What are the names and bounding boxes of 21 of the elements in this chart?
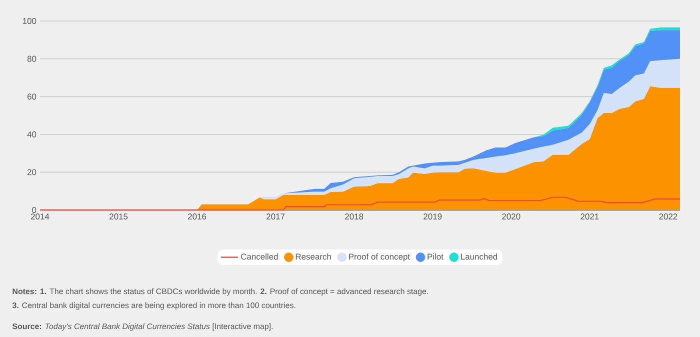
y-tick-label: 60: [28, 94, 36, 100]
y-tick-label: 80: [27, 56, 36, 62]
legend-label: Proof of concept: [349, 253, 410, 262]
x-tick-label: 2018: [345, 214, 364, 220]
x-tick-label: 2014: [31, 214, 50, 220]
y-tick-label: 100: [22, 18, 36, 24]
legend-label: Pilot: [428, 253, 444, 260]
x-tick-label: 2015: [110, 214, 128, 220]
line-series: [39, 196, 681, 211]
legend-label: Launched: [461, 253, 498, 260]
x-tick-label: 2016: [188, 214, 206, 220]
x-tick-label: 2021: [580, 214, 599, 220]
y-tick-label: 0: [32, 207, 36, 213]
x-tick-label: 2020: [502, 214, 520, 220]
x-tick-label: 2022: [659, 214, 678, 220]
legend-label: Cancelled: [241, 253, 278, 260]
y-tick-label: 20: [27, 169, 36, 176]
x-tick-label: 2019: [424, 214, 442, 220]
y-tick-label: 40: [27, 131, 36, 138]
x-tick-label: 2017: [266, 214, 285, 220]
legend-label: Research: [296, 253, 331, 260]
